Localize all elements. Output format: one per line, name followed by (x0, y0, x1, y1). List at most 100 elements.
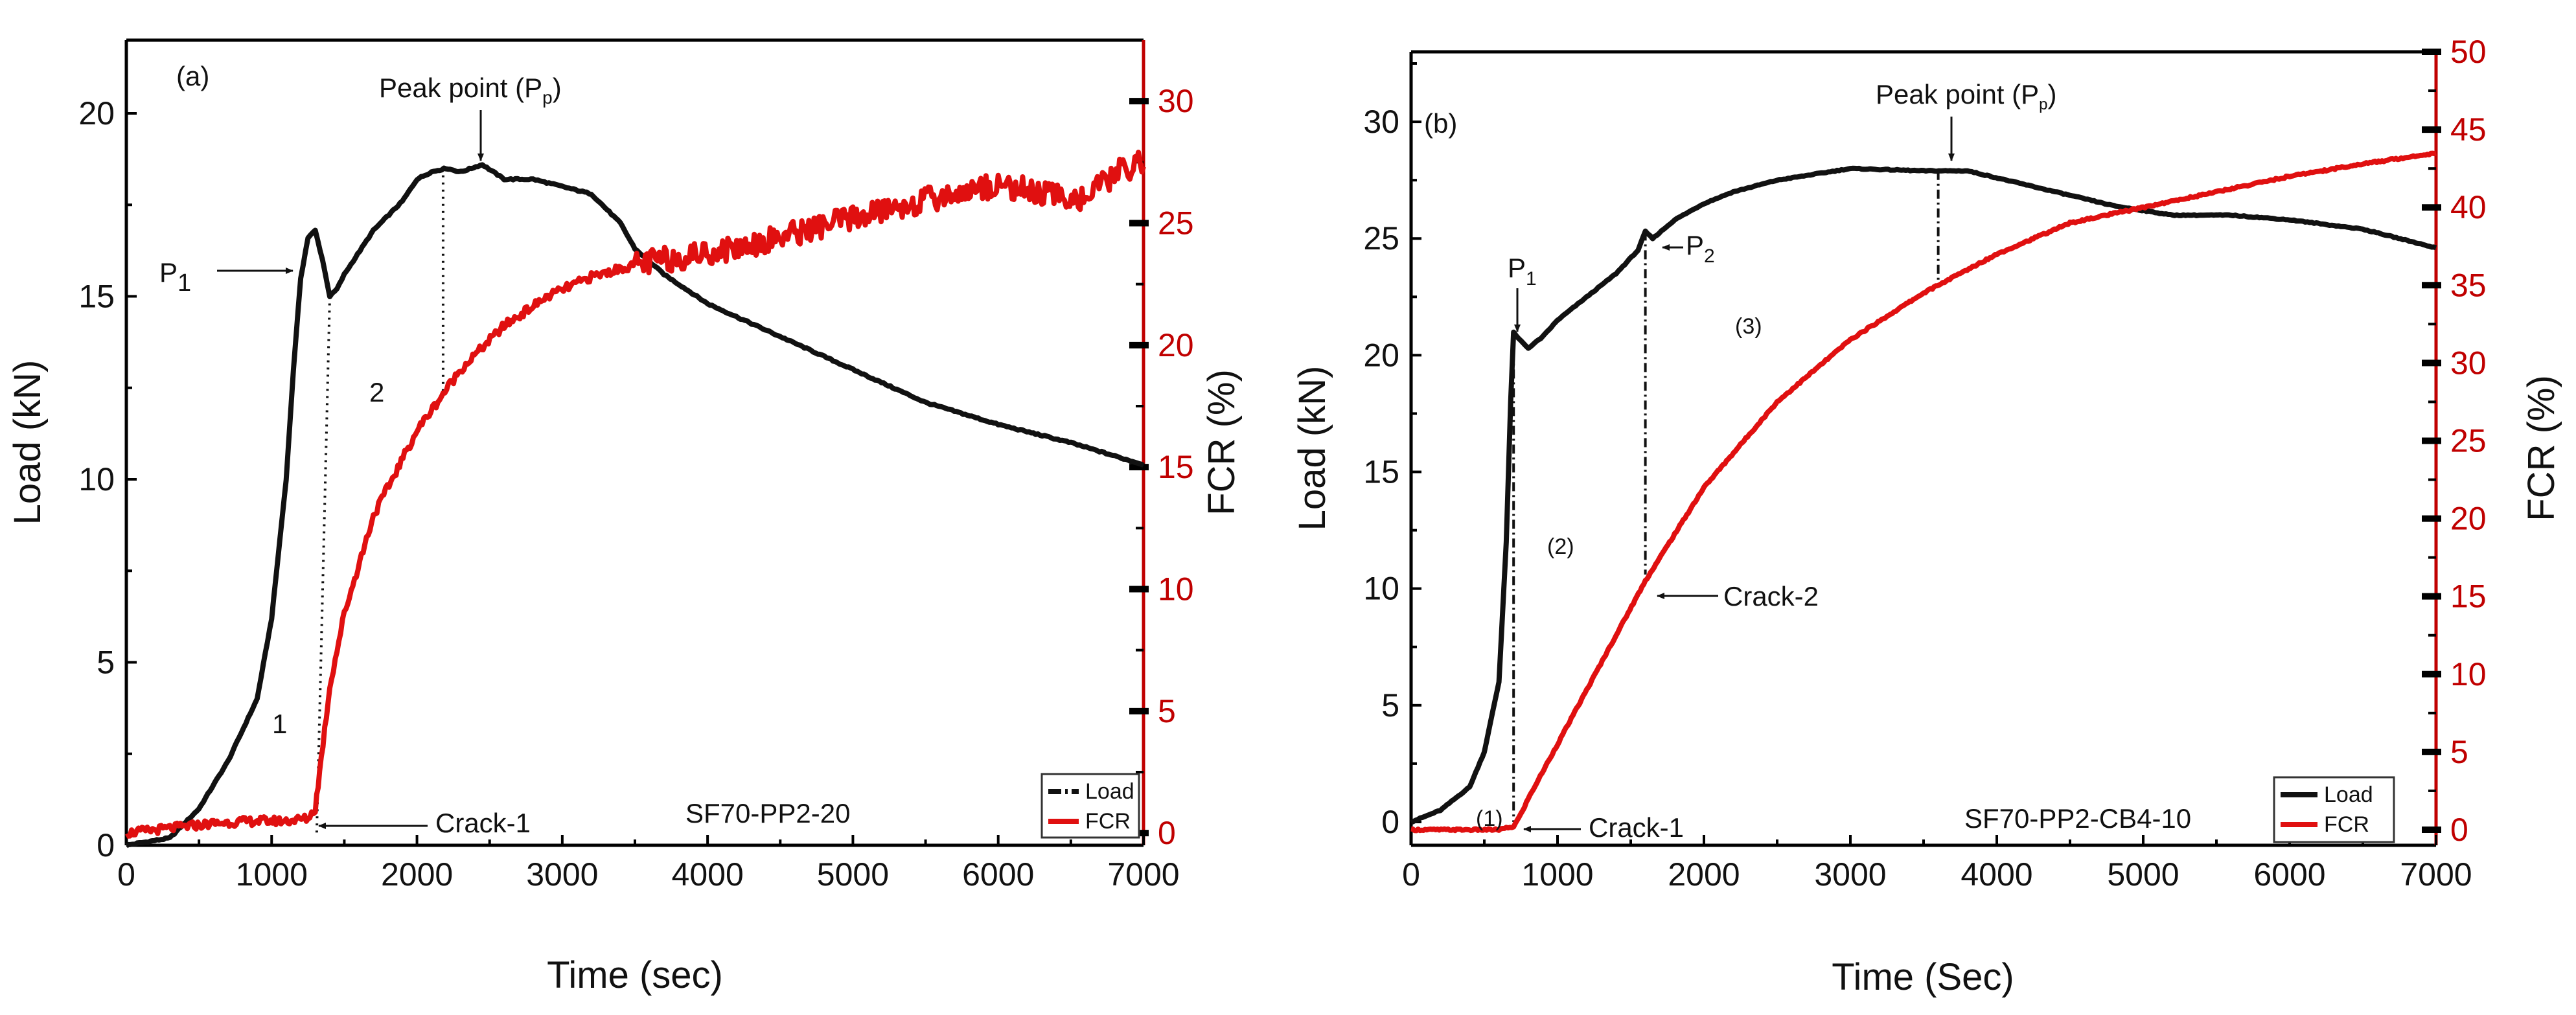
y-tick-label: 20 (78, 95, 115, 131)
y2-axis-title-b: FCR (%) (2520, 375, 2562, 521)
guides-b (1512, 170, 1940, 822)
y2-ticks-b: 0 5 10 15 20 25 30 35 40 45 50 (2422, 34, 2487, 848)
x-tick-label: 3000 (526, 856, 598, 893)
legend-load-label-b: Load (2324, 782, 2373, 807)
peak-close-a: ) (553, 73, 562, 103)
specimen-label-b: SF70-PP2-CB4-10 (1964, 803, 2191, 834)
peak-close-b: ) (2048, 79, 2057, 109)
x-tick-label: 5000 (817, 856, 889, 893)
y-tick-label: 10 (1363, 571, 1399, 607)
y2-tick-label: 20 (1158, 327, 1194, 363)
legend-a: Load FCR (1041, 773, 1140, 839)
legend-load-label-a: Load (1085, 779, 1134, 804)
peak-label-b: Peak point (P (1876, 79, 2039, 109)
x-tick-label: 1000 (236, 856, 308, 893)
x-tick-label: 6000 (962, 856, 1034, 893)
x-ticks-b: 0 1000 2000 3000 4000 5000 6000 7000 (1402, 835, 2472, 893)
y2-tick-label: 45 (2450, 111, 2487, 148)
legend-fcr-label-a: FCR (1085, 809, 1131, 834)
peak-label-a: Peak point (P (379, 73, 542, 103)
series-fcr-a (124, 150, 1146, 839)
annotation-crack1-b: Crack-1 (1523, 812, 1684, 843)
y2-tick-label: 30 (1158, 83, 1194, 119)
svg-text:Peak point (Pp): Peak point (Pp) (1876, 79, 2057, 113)
y2-tick-label: 40 (2450, 189, 2487, 225)
x-tick-label: 2000 (1668, 856, 1740, 893)
panel-label-b: (b) (1424, 108, 1457, 139)
crack2-label-b: Crack-2 (1723, 581, 1819, 611)
region2-label-b: (2) (1547, 534, 1574, 559)
annotation-p2-b: P2 (1662, 230, 1715, 267)
specimen-label-a: SF70-PP2-20 (685, 798, 850, 828)
x-tick-label: 0 (117, 856, 135, 893)
x-tick-label: 6000 (2253, 856, 2325, 893)
x-tick-label: 4000 (1961, 856, 2032, 893)
x-tick-label: 7000 (2400, 856, 2472, 893)
y2-tick-label: 10 (1158, 571, 1194, 608)
x-ticks-a: 0 1000 2000 3000 4000 5000 6000 7000 (117, 835, 1180, 893)
p2-sub-b: 2 (1704, 245, 1715, 267)
y2-tick-label: 5 (1158, 693, 1176, 729)
region3-label-b: (3) (1735, 314, 1762, 339)
annotation-crack1-a: Crack-1 (318, 808, 531, 838)
region1-label-a: 1 (272, 709, 287, 739)
x-tick-label: 2000 (381, 856, 453, 893)
y2-ticks-a: 0 5 10 15 20 25 30 (1129, 83, 1194, 851)
y2-tick-label: 30 (2450, 345, 2487, 381)
y2-tick-label: 0 (1158, 815, 1176, 851)
crack1-label-a: Crack-1 (435, 808, 531, 838)
region1-label-b: (1) (1476, 806, 1503, 831)
svg-text:P2: P2 (1686, 230, 1715, 267)
legend-fcr-label-b: FCR (2324, 812, 2369, 837)
x-tick-label: 5000 (2107, 856, 2179, 893)
annotation-p1-b: P1 (1508, 253, 1537, 332)
peak-sub-b: p (2039, 96, 2047, 113)
crack1-label-b: Crack-1 (1589, 812, 1684, 843)
y-tick-label: 15 (78, 279, 115, 315)
region2-label-a: 2 (369, 377, 384, 407)
y-tick-label: 0 (1381, 804, 1399, 840)
annotation-crack2-b: Crack-2 (1657, 581, 1819, 611)
y-tick-label: 20 (1363, 337, 1399, 373)
svg-text:Peak point (Pp): Peak point (Pp) (379, 73, 562, 108)
x-axis-title-a: Time (sec) (547, 954, 723, 996)
y-tick-label: 10 (78, 461, 115, 497)
x-axis-title-b: Time (Sec) (1832, 956, 2014, 998)
y-tick-label: 15 (1363, 454, 1399, 490)
legend-b: Load FCR (2273, 776, 2395, 843)
x-tick-label: 0 (1402, 856, 1420, 893)
y-tick-label: 5 (97, 644, 115, 681)
x-tick-label: 7000 (1107, 856, 1179, 893)
y2-tick-label: 0 (2450, 812, 2468, 848)
series-load-b (1410, 165, 2437, 825)
annotation-peak-b: Peak point (Pp) (1876, 79, 2057, 161)
series-fcr-b (1410, 150, 2437, 834)
y2-tick-label: 25 (2450, 422, 2487, 459)
y-axis-title-b: Load (kN) (1291, 366, 1333, 531)
p1-sub-b: 1 (1526, 268, 1537, 290)
y2-axis-title-a: FCR (%) (1201, 369, 1243, 516)
svg-text:P1: P1 (159, 257, 191, 297)
annotation-peak-a: Peak point (Pp) (379, 73, 562, 161)
y-ticks-b: 0 5 10 15 20 25 30 (1363, 62, 1421, 840)
p2-label-b: P (1686, 230, 1704, 260)
panel-label-a: (a) (176, 61, 209, 91)
y-tick-label: 0 (97, 827, 115, 863)
p1-sub-a: 1 (178, 269, 191, 297)
y-tick-label: 25 (1363, 220, 1399, 257)
y2-tick-label: 20 (2450, 501, 2487, 537)
y2-tick-label: 35 (2450, 267, 2487, 303)
x-tick-label: 3000 (1814, 856, 1886, 893)
x-tick-label: 1000 (1521, 856, 1593, 893)
chart-panel-b: 0 1000 2000 3000 4000 5000 6000 7000 0510152025… (1291, 34, 2562, 998)
series-load-a (125, 162, 1145, 849)
x-tick-label: 4000 (672, 856, 744, 893)
y2-tick-label: 5 (2450, 734, 2468, 770)
y2-tick-label: 50 (2450, 34, 2487, 70)
peak-sub-a: p (542, 87, 553, 108)
p1-label-a: P (159, 257, 178, 288)
y-tick-label: 30 (1363, 104, 1399, 140)
y2-tick-label: 25 (1158, 205, 1194, 242)
annotation-p1-a: P1 (159, 257, 293, 297)
